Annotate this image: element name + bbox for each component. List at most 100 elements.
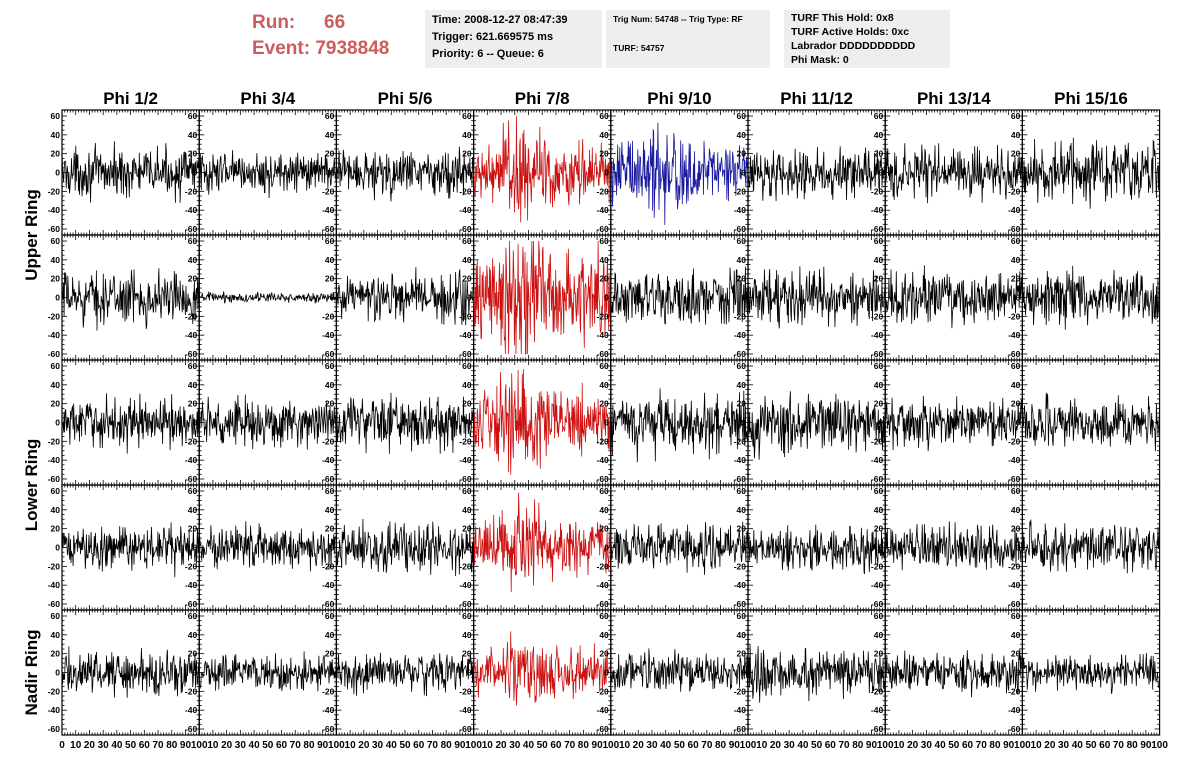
waveform-panel: 60 40 20 0 -20 -40 -60	[48, 609, 200, 736]
y-tick-label: 0	[330, 168, 335, 178]
y-tick-label: 0	[55, 418, 60, 428]
y-tick-label: -40	[459, 705, 472, 715]
y-tick-label: 20	[737, 524, 747, 534]
y-tick-label: 20	[188, 274, 198, 284]
x-tick-label: 70	[152, 740, 164, 751]
y-tick-label: -20	[597, 436, 610, 446]
y-tick-label: 40	[1011, 130, 1021, 140]
y-tick-label: -40	[459, 330, 472, 340]
y-tick-label: 40	[1011, 380, 1021, 390]
y-tick-label: 20	[1011, 524, 1021, 534]
x-tick-label: 0	[59, 740, 65, 751]
y-tick-label: 40	[599, 380, 609, 390]
y-tick-label: 60	[1011, 486, 1021, 496]
x-tick-label: 90	[180, 740, 192, 751]
y-tick-label: 40	[462, 630, 472, 640]
waveform-trace	[1022, 517, 1160, 574]
y-tick-label: 20	[874, 274, 884, 284]
y-tick-label: -60	[48, 224, 61, 234]
y-tick-label: -60	[48, 474, 61, 484]
y-tick-label: 60	[325, 486, 335, 496]
y-tick-label: 40	[462, 505, 472, 515]
y-tick-label: 60	[874, 236, 884, 246]
y-tick-label: 0	[741, 668, 746, 678]
x-tick-label: 80	[715, 740, 727, 751]
y-tick-label: -20	[734, 311, 747, 321]
y-tick-label: -60	[459, 224, 472, 234]
y-tick-label: -40	[734, 205, 747, 215]
y-tick-label: 40	[462, 130, 472, 140]
x-tick-label: 30	[1058, 740, 1070, 751]
y-tick-label: -20	[734, 686, 747, 696]
y-tick-label: -60	[871, 349, 884, 359]
waveform-trace	[473, 369, 612, 475]
y-tick-label: 0	[467, 418, 472, 428]
y-tick-label: 40	[874, 505, 884, 515]
y-tick-label: 40	[325, 630, 335, 640]
waveform-panel: 60 40 20 0 -20 -40 -60	[734, 234, 886, 361]
y-tick-label: -60	[1008, 474, 1021, 484]
y-tick-label: 20	[51, 399, 61, 409]
y-tick-label: 40	[874, 255, 884, 265]
waveform-trace	[747, 266, 886, 329]
y-tick-label: -20	[597, 561, 610, 571]
y-tick-label: -20	[734, 561, 747, 571]
y-tick-label: 40	[188, 130, 198, 140]
waveform-panel: 60 40 20 0 -20 -40 -60	[1008, 359, 1161, 486]
y-tick-label: 20	[462, 274, 472, 284]
y-tick-label: 60	[599, 611, 609, 621]
y-tick-label: -20	[322, 686, 335, 696]
y-tick-label: -20	[734, 186, 747, 196]
y-tick-label: 60	[874, 611, 884, 621]
y-tick-label: -60	[1008, 224, 1021, 234]
y-tick-label: -40	[48, 705, 61, 715]
y-tick-label: 40	[1011, 255, 1021, 265]
y-tick-label: 40	[51, 130, 61, 140]
waveform-panel: 60 40 20 0 -20 -40 -60	[734, 359, 886, 486]
y-tick-label: 0	[55, 543, 60, 553]
y-tick-label: 60	[325, 236, 335, 246]
y-tick-label: -20	[1008, 686, 1021, 696]
y-tick-label: 0	[192, 168, 197, 178]
column-title: Phi 3/4	[240, 89, 295, 108]
y-tick-label: 60	[1011, 361, 1021, 371]
x-tick-label: 10	[70, 740, 82, 751]
y-tick-label: 20	[188, 399, 198, 409]
y-tick-label: -40	[1008, 580, 1021, 590]
x-tick-label: 100	[465, 740, 482, 751]
x-tick-label: 80	[989, 740, 1001, 751]
time-text: Time: 2008-12-27 08:47:39	[432, 14, 568, 26]
y-tick-label: 0	[55, 293, 60, 303]
waveform-trace	[610, 521, 749, 575]
waveform-trace	[198, 521, 337, 572]
y-tick-label: 20	[51, 274, 61, 284]
y-tick-label: -20	[871, 436, 884, 446]
y-tick-label: 20	[325, 524, 335, 534]
y-tick-label: -60	[871, 474, 884, 484]
x-tick-label: 40	[1072, 740, 1084, 751]
y-tick-label: -60	[322, 474, 335, 484]
waveform-panel: 60 40 20 0 -20 -40 -60	[1008, 609, 1161, 736]
y-tick-label: 60	[599, 236, 609, 246]
waveform-trace	[61, 646, 200, 698]
y-tick-label: -40	[871, 205, 884, 215]
x-tick-label: 50	[674, 740, 686, 751]
run-event-box: Run: 66 Event: 7938848	[252, 10, 417, 68]
x-tick-label: 50	[811, 740, 823, 751]
waveform-trace	[336, 267, 474, 326]
waveform-trace	[884, 648, 1023, 698]
y-tick-label: 40	[874, 630, 884, 640]
y-tick-label: -60	[459, 599, 472, 609]
waveform-trace	[610, 266, 749, 325]
turf-active-text: TURF Active Holds: 0xc	[791, 26, 910, 38]
y-tick-label: -40	[322, 205, 335, 215]
y-tick-label: 40	[599, 630, 609, 640]
waveform-panel: 60 40 20 0 -20 -40 -60	[871, 609, 1024, 736]
y-tick-label: 0	[741, 293, 746, 303]
y-tick-label: -60	[1008, 724, 1021, 734]
y-tick-label: -40	[1008, 705, 1021, 715]
y-tick-label: -40	[459, 455, 472, 465]
x-tick-label: 40	[660, 740, 672, 751]
y-tick-label: 60	[874, 111, 884, 121]
